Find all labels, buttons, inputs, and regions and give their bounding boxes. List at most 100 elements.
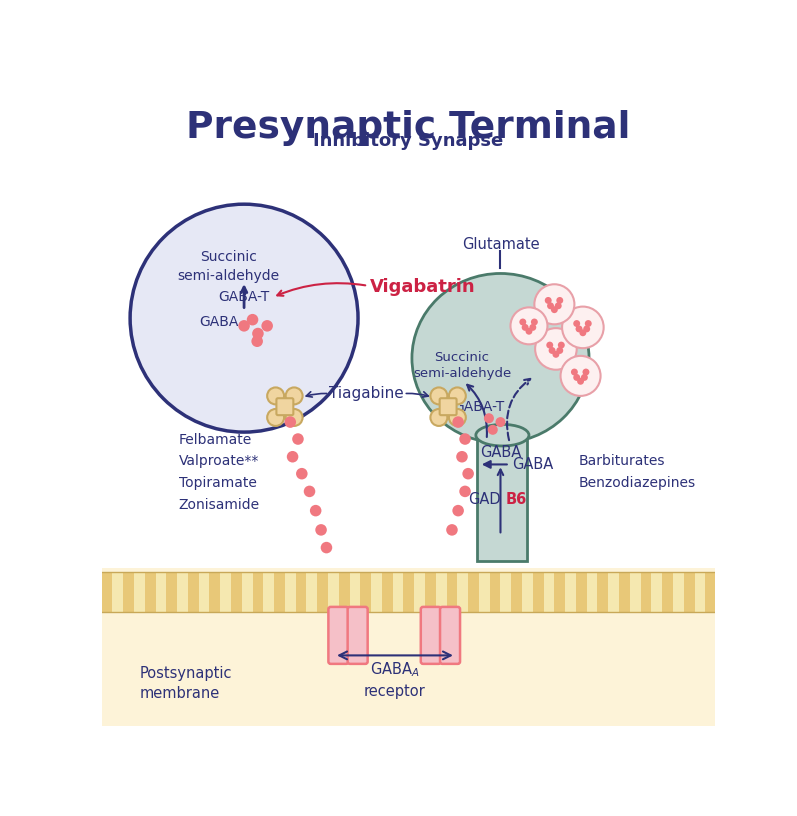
Circle shape <box>577 378 584 385</box>
Text: Glutamate: Glutamate <box>461 237 540 252</box>
Circle shape <box>579 330 587 336</box>
FancyBboxPatch shape <box>347 607 367 664</box>
Bar <box>274 572 285 612</box>
Circle shape <box>531 318 538 326</box>
Circle shape <box>548 347 556 354</box>
Circle shape <box>525 328 532 335</box>
Circle shape <box>529 324 536 330</box>
Bar <box>210 572 220 612</box>
Circle shape <box>430 388 447 405</box>
Circle shape <box>292 433 304 445</box>
Text: GABA$_A$
receptor: GABA$_A$ receptor <box>364 661 426 699</box>
Bar <box>296 572 306 612</box>
Circle shape <box>585 320 591 327</box>
Circle shape <box>547 303 554 309</box>
Circle shape <box>462 468 474 480</box>
Circle shape <box>562 307 603 348</box>
Circle shape <box>310 505 321 517</box>
Circle shape <box>573 320 580 327</box>
Circle shape <box>304 486 316 497</box>
Circle shape <box>247 314 258 326</box>
Circle shape <box>449 409 465 426</box>
FancyBboxPatch shape <box>440 607 460 664</box>
Circle shape <box>446 524 457 535</box>
Circle shape <box>573 374 580 381</box>
Text: Succinic
semi-aldehyde: Succinic semi-aldehyde <box>413 352 511 380</box>
Circle shape <box>252 328 264 339</box>
Circle shape <box>484 413 494 424</box>
Circle shape <box>285 409 303 426</box>
Circle shape <box>251 335 263 347</box>
Text: GABA: GABA <box>512 457 553 472</box>
Text: Vigabatrin: Vigabatrin <box>370 277 475 295</box>
Circle shape <box>583 326 591 332</box>
Text: Postsynaptic
membrane: Postsynaptic membrane <box>140 667 233 701</box>
Circle shape <box>558 342 565 348</box>
Circle shape <box>453 505 464 517</box>
Circle shape <box>261 320 273 331</box>
Bar <box>425 572 436 612</box>
Bar <box>253 572 263 612</box>
Circle shape <box>560 356 601 396</box>
Text: Succinic
semi-aldehyde: Succinic semi-aldehyde <box>178 251 280 283</box>
Bar <box>555 572 565 612</box>
Circle shape <box>556 347 563 354</box>
Bar <box>339 572 350 612</box>
Text: GABA-T: GABA-T <box>453 400 505 414</box>
Bar <box>533 572 544 612</box>
Text: GABA: GABA <box>480 446 521 460</box>
Circle shape <box>267 409 284 426</box>
Ellipse shape <box>476 424 529 446</box>
Circle shape <box>511 308 548 344</box>
Bar <box>360 572 371 612</box>
Bar <box>641 572 651 612</box>
Text: GABA-T: GABA-T <box>218 290 269 304</box>
Circle shape <box>316 524 327 535</box>
Bar <box>145 572 155 612</box>
Circle shape <box>267 388 284 405</box>
FancyBboxPatch shape <box>328 607 348 664</box>
Bar <box>468 572 479 612</box>
Circle shape <box>556 297 563 304</box>
Circle shape <box>287 451 298 463</box>
Bar <box>167 572 177 612</box>
Circle shape <box>555 303 562 309</box>
Bar <box>511 572 522 612</box>
Bar <box>403 572 414 612</box>
Bar <box>576 572 587 612</box>
Circle shape <box>546 342 553 348</box>
Bar <box>489 572 501 612</box>
Text: B6: B6 <box>505 491 527 507</box>
Circle shape <box>459 433 471 445</box>
Text: GAD: GAD <box>468 491 501 507</box>
Circle shape <box>459 486 471 497</box>
Bar <box>479 421 526 437</box>
Bar <box>619 572 630 612</box>
Circle shape <box>552 351 559 357</box>
Circle shape <box>320 542 332 553</box>
Ellipse shape <box>412 273 589 443</box>
Bar <box>317 572 328 612</box>
Bar <box>188 572 198 612</box>
Circle shape <box>285 416 296 428</box>
Circle shape <box>488 425 498 435</box>
Circle shape <box>296 468 308 480</box>
FancyBboxPatch shape <box>277 398 293 415</box>
FancyBboxPatch shape <box>421 607 441 664</box>
Bar <box>382 572 393 612</box>
Circle shape <box>551 306 558 313</box>
Circle shape <box>456 451 468 463</box>
FancyBboxPatch shape <box>440 398 457 415</box>
Circle shape <box>571 369 578 375</box>
Circle shape <box>575 326 583 332</box>
Text: Inhibitory Synapse: Inhibitory Synapse <box>313 132 503 150</box>
Circle shape <box>545 297 552 304</box>
Bar <box>102 569 716 726</box>
Bar <box>446 572 457 612</box>
Bar <box>102 572 112 612</box>
Bar <box>662 572 673 612</box>
Circle shape <box>453 416 464 428</box>
Text: Felbamate
Valproate**
Topiramate
Zonisamide: Felbamate Valproate** Topiramate Zonisam… <box>179 432 260 512</box>
Circle shape <box>130 204 358 432</box>
Circle shape <box>535 328 577 370</box>
